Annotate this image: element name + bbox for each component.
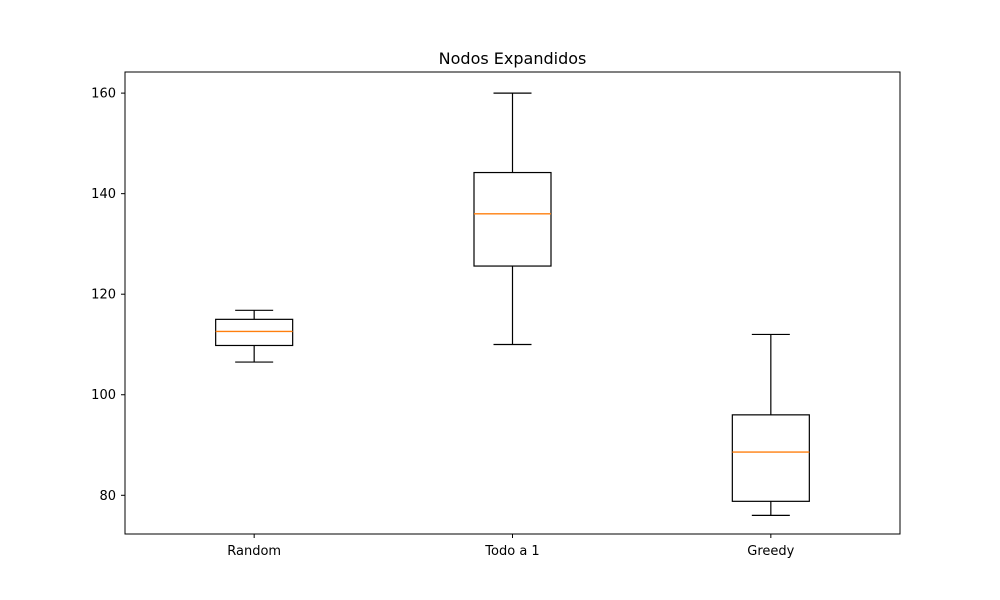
y-tick-label-4: 160 (91, 87, 116, 102)
y-tick-label-1: 100 (91, 388, 116, 403)
box-2 (731, 414, 810, 502)
chart-title: Nodos Expandidos (439, 49, 587, 68)
x-tick-label-1: Todo a 1 (484, 544, 539, 559)
y-tick-label-2: 120 (91, 288, 116, 303)
boxes-layer (215, 92, 810, 516)
box-group-1 (473, 92, 552, 346)
box-1 (473, 171, 552, 267)
box-0 (215, 318, 294, 347)
y-axis: 80 100 120 140 160 (91, 87, 125, 504)
box-group-0 (215, 309, 294, 363)
x-tick-label-0: Random (227, 544, 281, 559)
box-group-2 (731, 333, 810, 516)
y-tick-label-3: 140 (91, 187, 116, 202)
x-axis: Random Todo a 1 Greedy (227, 534, 795, 559)
x-tick-label-2: Greedy (747, 544, 794, 559)
y-tick-label-0: 80 (99, 489, 116, 504)
